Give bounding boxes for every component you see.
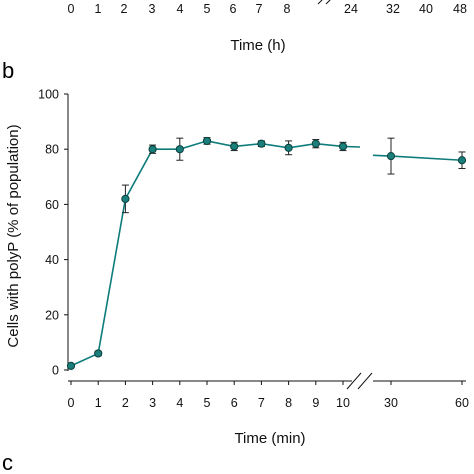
top-panel-tick-labels: 0 1 2 3 4 5 6 7 8 24 32 40 48 [68, 2, 467, 16]
top-panel-tick-label: 3 [149, 2, 156, 16]
x-axis-break-mark [346, 372, 373, 390]
data-point [66, 361, 76, 370]
top-panel-tick-label: 32 [386, 2, 400, 16]
x-tick-label: 8 [285, 396, 292, 410]
x-tick-label: 9 [312, 396, 319, 410]
x-tick-label: 6 [231, 396, 238, 410]
x-axis-ticks: 0 1 2 3 4 5 6 7 8 9 10 30 60 [68, 381, 469, 410]
data-point [202, 136, 212, 146]
top-panel-tick-label: 0 [68, 2, 75, 16]
series-layer [66, 136, 467, 370]
top-panel-tick-label: 4 [177, 2, 184, 16]
top-panel-tick-label: 5 [204, 2, 211, 16]
x-tick-label: 3 [149, 396, 156, 410]
y-tick-label: 80 [45, 143, 59, 157]
x-tick-label: 7 [258, 396, 265, 410]
top-panel-x-axis-title: Time (h) [230, 37, 285, 54]
y-tick-label: 40 [45, 253, 59, 267]
data-point [284, 143, 293, 152]
panel-b-letter: b [2, 58, 14, 83]
top-panel-tick-label: 8 [284, 2, 291, 16]
x-tick-label: 60 [455, 396, 469, 410]
data-point [457, 156, 467, 165]
data-point [94, 349, 103, 358]
top-panel-axis-break-mark [317, 0, 331, 5]
data-point [386, 152, 396, 161]
data-point [148, 145, 157, 154]
top-panel-tick-label: 2 [121, 2, 128, 16]
x-tick-label: 4 [176, 396, 183, 410]
x-axis-title: Time (min) [234, 430, 305, 447]
y-tick-label: 60 [45, 198, 59, 212]
data-point [121, 194, 130, 203]
chart-axes [67, 94, 466, 390]
series-line [70, 140, 344, 367]
top-panel-tick-label: 24 [344, 2, 358, 16]
data-point [338, 142, 348, 151]
series-line-after-break [390, 155, 463, 162]
top-panel-tick-label: 48 [453, 2, 467, 16]
top-panel-tick-label: 6 [230, 2, 237, 16]
data-point [257, 139, 266, 148]
y-tick-label: 100 [38, 88, 59, 102]
x-tick-label: 0 [68, 396, 75, 410]
data-point [175, 145, 184, 154]
panel-c-letter: c [2, 450, 13, 474]
x-tick-label: 30 [384, 396, 398, 410]
x-tick-label: 10 [336, 396, 350, 410]
x-tick-label: 2 [122, 396, 129, 410]
data-point [230, 142, 239, 151]
top-panel-tick-label: 40 [419, 2, 433, 16]
x-tick-label: 5 [204, 396, 211, 410]
top-panel-tick-label: 7 [256, 2, 263, 16]
x-tick-label: 1 [95, 396, 102, 410]
data-point [311, 139, 320, 148]
y-tick-label: 0 [52, 364, 59, 378]
y-tick-label: 20 [45, 308, 59, 322]
y-axis-title: Cells with polyP (% of population) [5, 124, 22, 347]
y-axis-ticks: 0 20 40 60 80 100 [38, 88, 68, 378]
top-panel-tick-label: 1 [95, 2, 102, 16]
